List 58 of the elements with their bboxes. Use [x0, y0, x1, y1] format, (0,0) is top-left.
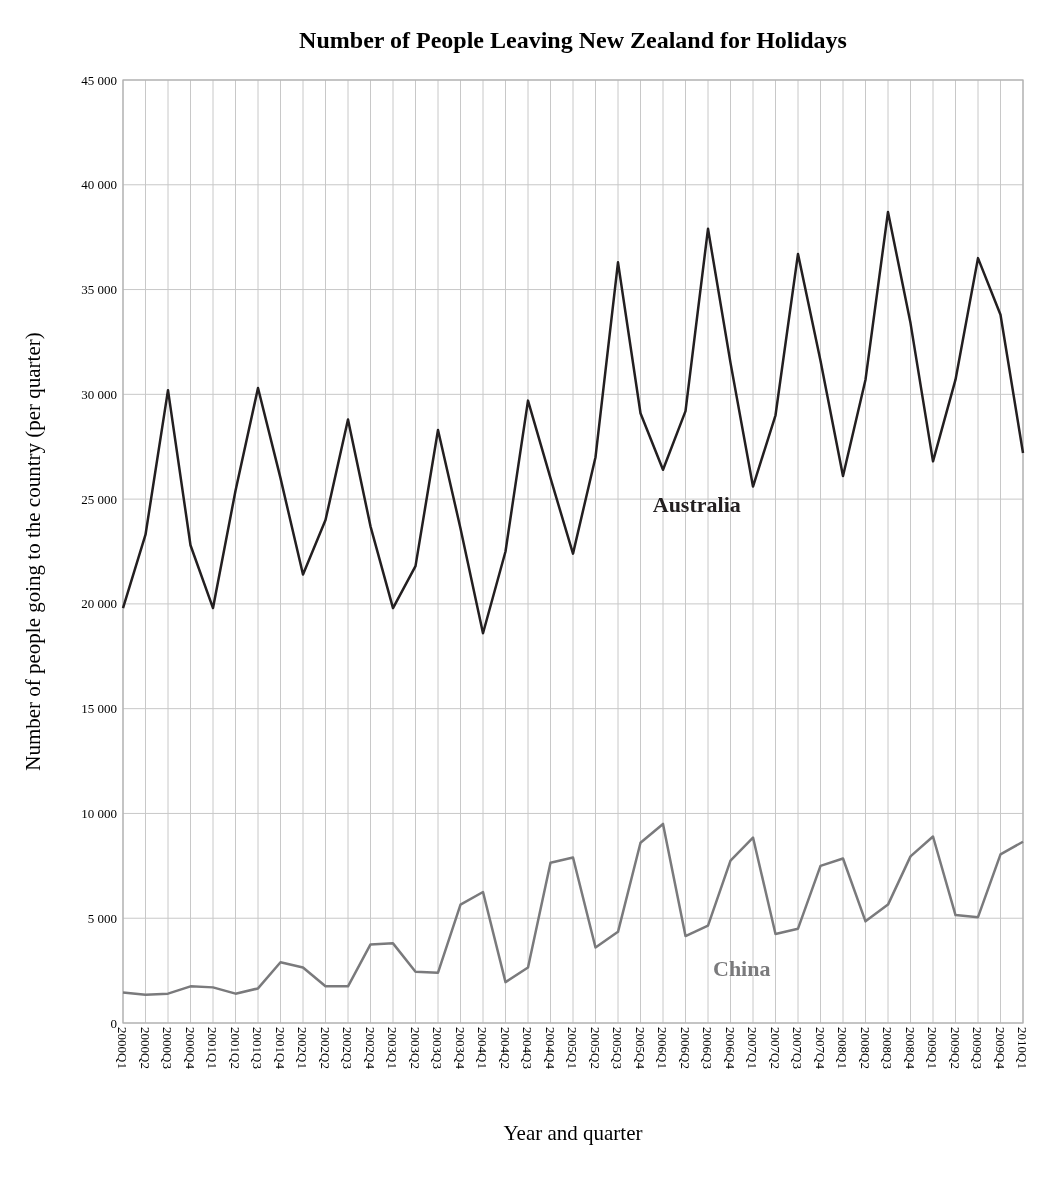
- y-tick-label: 45 000: [81, 72, 117, 88]
- y-tick-label: 30 000: [81, 386, 117, 402]
- x-tick-label: 2009Q1: [925, 1027, 941, 1069]
- y-tick-label: 15 000: [81, 701, 117, 717]
- x-tick-label: 2004Q2: [497, 1027, 513, 1069]
- y-tick-label: 40 000: [81, 177, 117, 193]
- x-tick-label: 2000Q3: [160, 1027, 176, 1069]
- x-tick-label: 2003Q2: [407, 1027, 423, 1069]
- x-tick-label: 2009Q3: [970, 1027, 986, 1069]
- y-tick-label: 5 000: [87, 910, 117, 926]
- y-tick-label: 25 000: [81, 491, 117, 507]
- x-tick-label: 2008Q1: [835, 1027, 851, 1069]
- x-tick-label: 2006Q2: [677, 1027, 693, 1069]
- x-tick-label: 2009Q2: [947, 1027, 963, 1069]
- x-tick-label: 2008Q2: [857, 1027, 873, 1069]
- x-tick-label: 2001Q3: [250, 1027, 266, 1069]
- x-tick-label: 2004Q3: [520, 1027, 536, 1069]
- x-tick-label: 2003Q3: [430, 1027, 446, 1069]
- x-tick-label: 2005Q3: [610, 1027, 626, 1069]
- x-tick-label: 2007Q2: [767, 1027, 783, 1069]
- x-tick-label: 2000Q4: [182, 1027, 198, 1070]
- chart-title: Number of People Leaving New Zealand for Holidays: [299, 27, 847, 53]
- x-tick-label: 2003Q4: [452, 1027, 468, 1070]
- y-axis-title: Number of people going to the country (per quarter): [21, 332, 45, 771]
- x-tick-label: 2008Q3: [880, 1027, 896, 1069]
- x-tick-label: 2002Q3: [340, 1027, 356, 1069]
- x-tick-label: 2002Q2: [317, 1027, 333, 1069]
- x-axis-title: Year and quarter: [503, 1121, 643, 1145]
- x-tick-label: 2008Q4: [902, 1027, 918, 1070]
- x-tick-label: 2001Q4: [272, 1027, 288, 1070]
- x-tick-label: 2000Q2: [137, 1027, 153, 1069]
- y-tick-label: 20 000: [81, 596, 117, 612]
- line-series: [121, 210, 1025, 635]
- x-tick-label: 2000Q1: [115, 1027, 131, 1069]
- line-series: [121, 822, 1025, 996]
- y-tick-label: 35 000: [81, 282, 117, 298]
- x-tick-label: 2004Q1: [475, 1027, 491, 1069]
- x-tick-label: 2005Q2: [587, 1027, 603, 1069]
- x-tick-label: 2010Q1: [1015, 1027, 1031, 1069]
- x-tick-label: 2006Q1: [655, 1027, 671, 1069]
- x-tick-label: 2001Q2: [227, 1027, 243, 1069]
- y-tick-label: 10 000: [81, 805, 117, 821]
- x-tick-label: 2002Q1: [295, 1027, 311, 1069]
- series-label: Australia: [652, 491, 741, 517]
- series-label: China: [713, 955, 771, 981]
- x-tick-label: 2006Q4: [722, 1027, 738, 1070]
- x-tick-label: 2003Q1: [385, 1027, 401, 1069]
- x-tick-label: 2004Q4: [542, 1027, 558, 1070]
- x-tick-label: 2005Q4: [632, 1027, 648, 1070]
- x-tick-label: 2007Q4: [812, 1027, 828, 1070]
- x-tick-label: 2006Q3: [700, 1027, 716, 1069]
- x-tick-label: 2001Q1: [205, 1027, 221, 1069]
- x-tick-label: 2007Q3: [790, 1027, 806, 1069]
- x-tick-label: 2007Q1: [745, 1027, 761, 1069]
- x-tick-label: 2005Q1: [565, 1027, 581, 1069]
- x-tick-label: 2009Q4: [992, 1027, 1008, 1070]
- x-tick-label: 2002Q4: [362, 1027, 378, 1070]
- y-tick-label: 0: [110, 1015, 117, 1031]
